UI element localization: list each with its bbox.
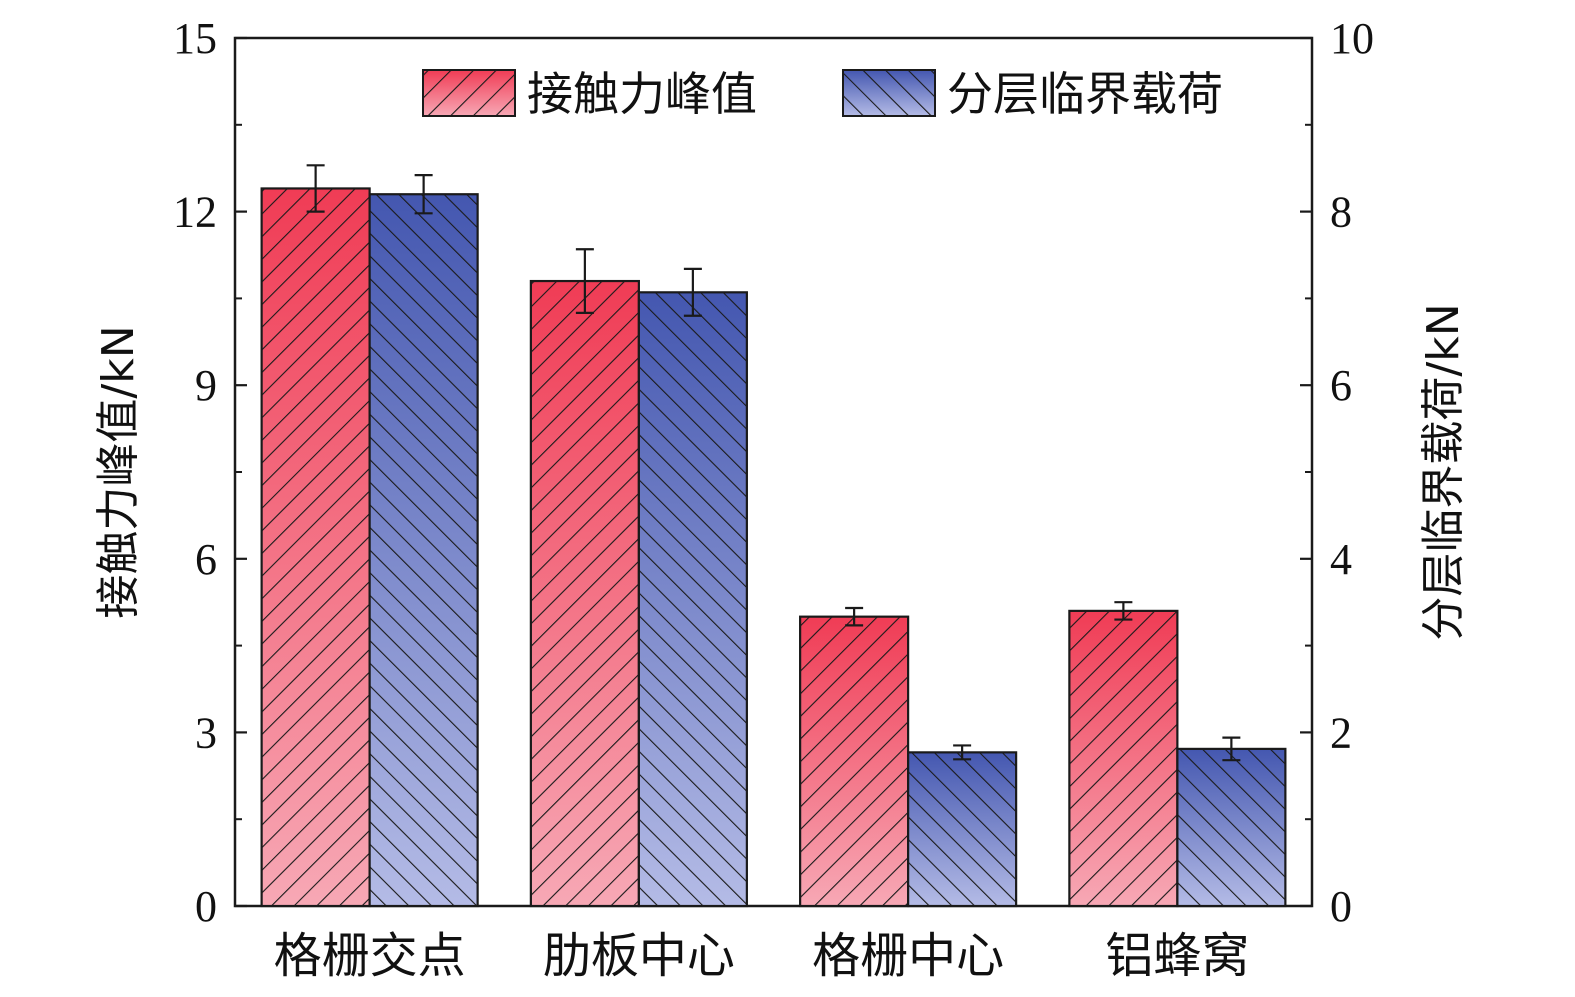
legend-label-contact-force: 接触力峰值 xyxy=(527,67,757,121)
left-axis-title: 接触力峰值/kN xyxy=(93,325,144,618)
error-bar-contact-force-3 xyxy=(1114,601,1133,621)
left-tick-label-0: 0 xyxy=(195,882,217,931)
error-bar-critical-load-3 xyxy=(1222,736,1241,762)
x-tick-label-3: 铝蜂窝 xyxy=(1105,928,1249,984)
bar-hatch-contact-force-0 xyxy=(260,187,371,908)
error-bar-critical-load-2 xyxy=(953,744,972,761)
legend-swatch-blue-hatch xyxy=(842,69,936,117)
right-tick-label-0: 0 xyxy=(1330,882,1352,931)
bar-hatch-critical-load-3 xyxy=(1176,747,1287,908)
bar-hatch-contact-force-1 xyxy=(529,279,640,908)
ticks-layer: 格栅交点 肋板中心 格栅中心 铝蜂窝 0 3 6 9 12 15 0 2 4 6 8 10 xyxy=(173,14,1374,984)
right-tick-label-4: 8 xyxy=(1330,188,1352,237)
legend: 接触力峰值 分层临界载荷 xyxy=(422,67,1223,121)
legend-label-critical-load: 分层临界载荷 xyxy=(947,67,1223,121)
error-bar-contact-force-0 xyxy=(306,164,325,213)
bar-hatch-contact-force-2 xyxy=(799,615,910,908)
right-tick-label-3: 6 xyxy=(1330,361,1352,410)
x-tick-label-1: 肋板中心 xyxy=(543,928,735,984)
error-bar-contact-force-2 xyxy=(845,606,864,627)
right-tick-label-1: 2 xyxy=(1330,708,1352,757)
legend-swatch-red-hatch xyxy=(422,69,516,117)
bar-hatch-critical-load-1 xyxy=(637,291,748,908)
bars-layer xyxy=(260,187,1287,908)
left-tick-label-2: 6 xyxy=(195,535,217,584)
left-tick-label-4: 12 xyxy=(173,188,217,237)
error-bar-contact-force-1 xyxy=(575,248,594,314)
error-bar-critical-load-1 xyxy=(683,267,702,317)
bar-hatch-critical-load-0 xyxy=(368,193,479,908)
x-tick-label-0: 格栅交点 xyxy=(274,928,466,984)
error-bars-layer xyxy=(306,164,1241,762)
left-tick-label-3: 9 xyxy=(195,361,217,410)
left-tick-label-5: 15 xyxy=(173,14,217,63)
right-tick-label-2: 4 xyxy=(1330,535,1352,584)
right-axis-title: 分层临界载荷/kN xyxy=(1418,303,1469,640)
left-tick-label-1: 3 xyxy=(195,708,217,757)
right-tick-label-5: 10 xyxy=(1330,14,1374,63)
x-tick-label-2: 格栅中心 xyxy=(812,928,1004,984)
error-bar-critical-load-0 xyxy=(414,174,433,215)
bar-hatch-critical-load-2 xyxy=(907,751,1018,908)
bar-hatch-contact-force-3 xyxy=(1068,609,1179,908)
